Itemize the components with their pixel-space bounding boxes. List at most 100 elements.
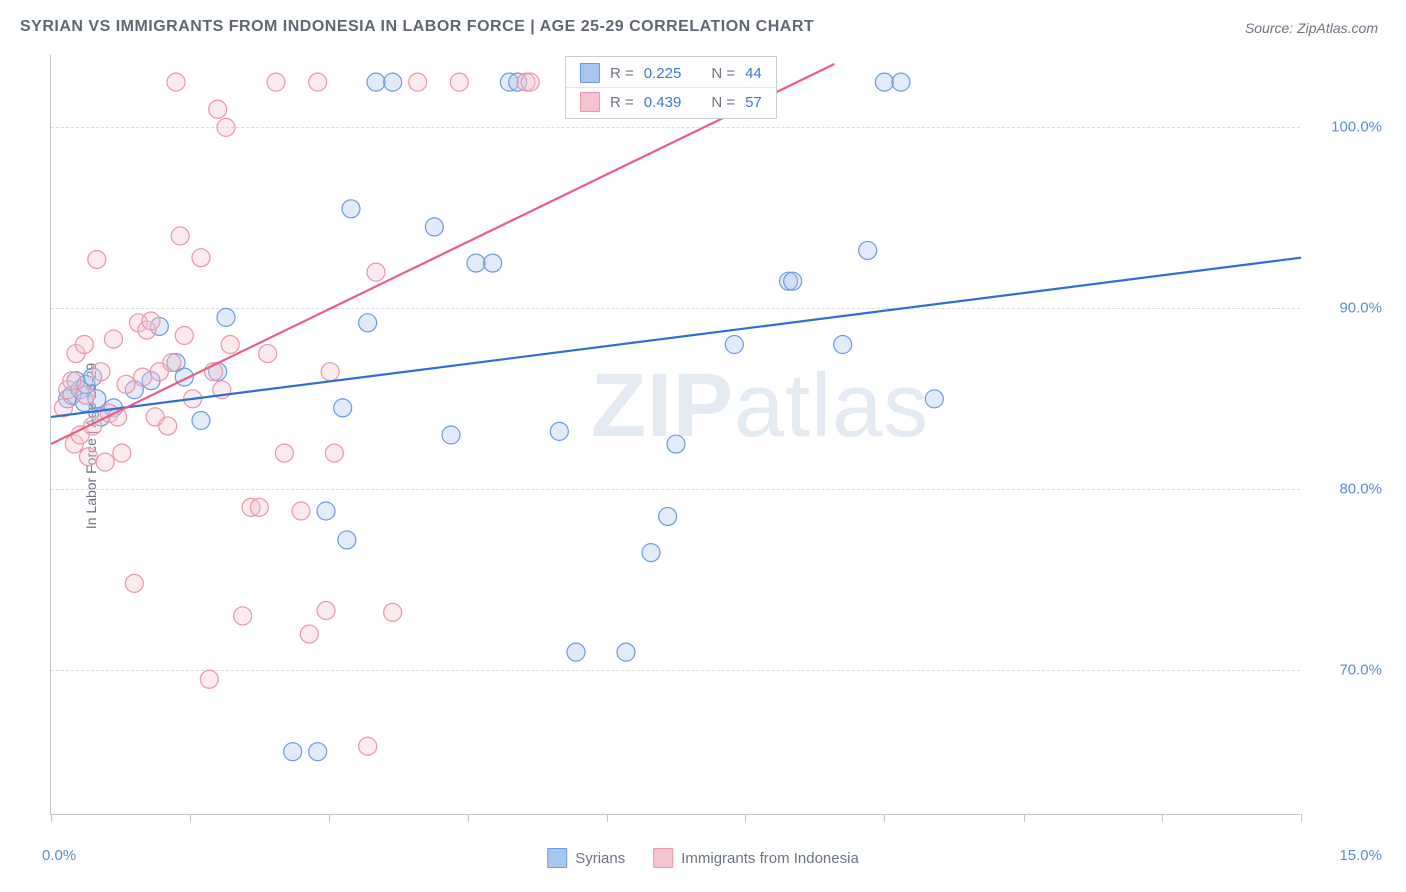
scatter-point [521,73,539,91]
scatter-point [342,200,360,218]
y-tick-label: 70.0% [1339,662,1382,679]
scatter-point [163,354,181,372]
stat-r-value: 0.225 [644,65,682,82]
y-tick-label: 100.0% [1331,119,1382,136]
scatter-point [450,73,468,91]
scatter-point [250,498,268,516]
x-tick [1162,814,1163,822]
scatter-point [217,308,235,326]
source-attribution: Source: ZipAtlas.com [1245,20,1378,36]
scatter-point [117,375,135,393]
scatter-point [77,386,95,404]
legend-swatch [547,848,567,868]
scatter-point [88,250,106,268]
scatter-point [367,263,385,281]
scatter-point [209,100,227,118]
scatter-point [442,426,460,444]
stat-n-value: 57 [745,94,762,111]
scatter-point [892,73,910,91]
x-tick [51,814,52,822]
chart-title: SYRIAN VS IMMIGRANTS FROM INDONESIA IN L… [20,18,814,36]
scatter-point [425,218,443,236]
scatter-point [567,643,585,661]
legend-label: Syrians [575,850,625,867]
scatter-point [834,336,852,354]
scatter-point [105,330,123,348]
scatter-point [484,254,502,272]
scatter-svg [51,55,1300,814]
correlation-stats-box: R = 0.225 N = 44 R = 0.439 N = 57 [565,56,777,119]
stat-n-label: N = [711,94,735,111]
scatter-point [175,326,193,344]
legend-swatch [653,848,673,868]
scatter-point [384,73,402,91]
x-tick [745,814,746,822]
scatter-point [217,118,235,136]
legend-swatch [580,63,600,83]
scatter-point [92,363,110,381]
y-tick-label: 80.0% [1339,481,1382,498]
stat-r-label: R = [610,65,634,82]
scatter-point [859,241,877,259]
scatter-point [659,507,677,525]
scatter-point [367,73,385,91]
bottom-legend: Syrians Immigrants from Indonesia [547,848,859,868]
scatter-point [267,73,285,91]
trend-line [51,258,1301,417]
x-tick [884,814,885,822]
scatter-point [550,422,568,440]
scatter-point [134,368,152,386]
scatter-point [171,227,189,245]
scatter-point [359,314,377,332]
stat-n-value: 44 [745,65,762,82]
scatter-point [234,607,252,625]
scatter-point [325,444,343,462]
legend-label: Immigrants from Indonesia [681,850,859,867]
scatter-point [317,502,335,520]
stats-row: R = 0.439 N = 57 [566,87,776,116]
scatter-point [96,453,114,471]
stat-r-label: R = [610,94,634,111]
x-tick [468,814,469,822]
x-tick [1024,814,1025,822]
scatter-point [925,390,943,408]
scatter-point [192,249,210,267]
legend-item: Immigrants from Indonesia [653,848,859,868]
scatter-point [292,502,310,520]
stat-r-value: 0.439 [644,94,682,111]
x-axis-max-label: 15.0% [1339,847,1382,864]
scatter-point [159,417,177,435]
scatter-point [725,336,743,354]
scatter-point [309,73,327,91]
scatter-point [334,399,352,417]
x-tick [1301,814,1302,822]
scatter-point [321,363,339,381]
scatter-point [221,336,239,354]
scatter-point [875,73,893,91]
scatter-point [617,643,635,661]
scatter-point [784,272,802,290]
stats-row: R =0.225N =44 [566,59,776,87]
trend-line [51,64,834,444]
x-tick [190,814,191,822]
scatter-point [317,602,335,620]
scatter-point [300,625,318,643]
x-tick [607,814,608,822]
scatter-point [63,372,81,390]
y-tick-label: 90.0% [1339,300,1382,317]
scatter-point [642,544,660,562]
scatter-point [359,737,377,755]
scatter-point [125,574,143,592]
scatter-point [167,73,185,91]
scatter-point [75,336,93,354]
scatter-point [259,345,277,363]
scatter-point [309,743,327,761]
scatter-point [667,435,685,453]
legend-item: Syrians [547,848,625,868]
x-axis-min-label: 0.0% [42,847,76,864]
legend-swatch [580,92,600,112]
scatter-point [113,444,131,462]
scatter-point [338,531,356,549]
scatter-point [409,73,427,91]
scatter-point [200,670,218,688]
